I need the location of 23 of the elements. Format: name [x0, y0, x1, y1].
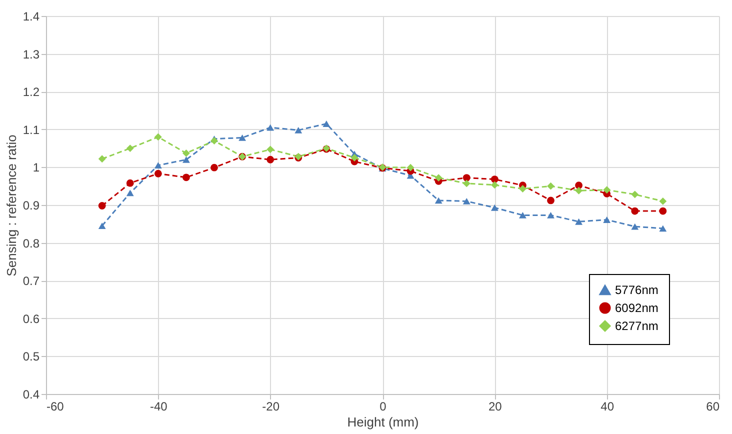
legend-label: 6277nm — [615, 319, 658, 333]
y-tick-label: 1.4 — [22, 10, 40, 24]
x-tick-label: 40 — [600, 400, 614, 414]
y-tick-label: 0.4 — [22, 388, 40, 402]
y-axis-title: Sensing : reference ratio — [4, 134, 19, 276]
x-tick-label: 60 — [706, 400, 720, 414]
y-tick-label: 0.6 — [22, 312, 40, 326]
y-tick-label: 1.1 — [22, 122, 40, 137]
x-tick-label: 20 — [488, 400, 502, 414]
x-tick-label: -60 — [46, 400, 64, 414]
y-tick-label: 1 — [32, 160, 40, 175]
y-tick-label: 0.8 — [22, 236, 40, 250]
y-tick-label: 1.3 — [22, 47, 40, 62]
y-tick-label: 0.9 — [22, 198, 40, 212]
legend-label: 6092nm — [615, 301, 658, 315]
x-axis-title: Height (mm) — [347, 414, 419, 430]
y-tick-label: 1.2 — [22, 85, 40, 100]
x-tick-label: -20 — [262, 400, 280, 414]
x-tick-label: 0 — [380, 400, 387, 414]
x-tick-label: -40 — [150, 400, 168, 414]
y-tick-label: 0.5 — [22, 350, 40, 364]
legend-label: 5776nm — [615, 283, 658, 297]
y-tick-label: 0.7 — [22, 274, 40, 288]
